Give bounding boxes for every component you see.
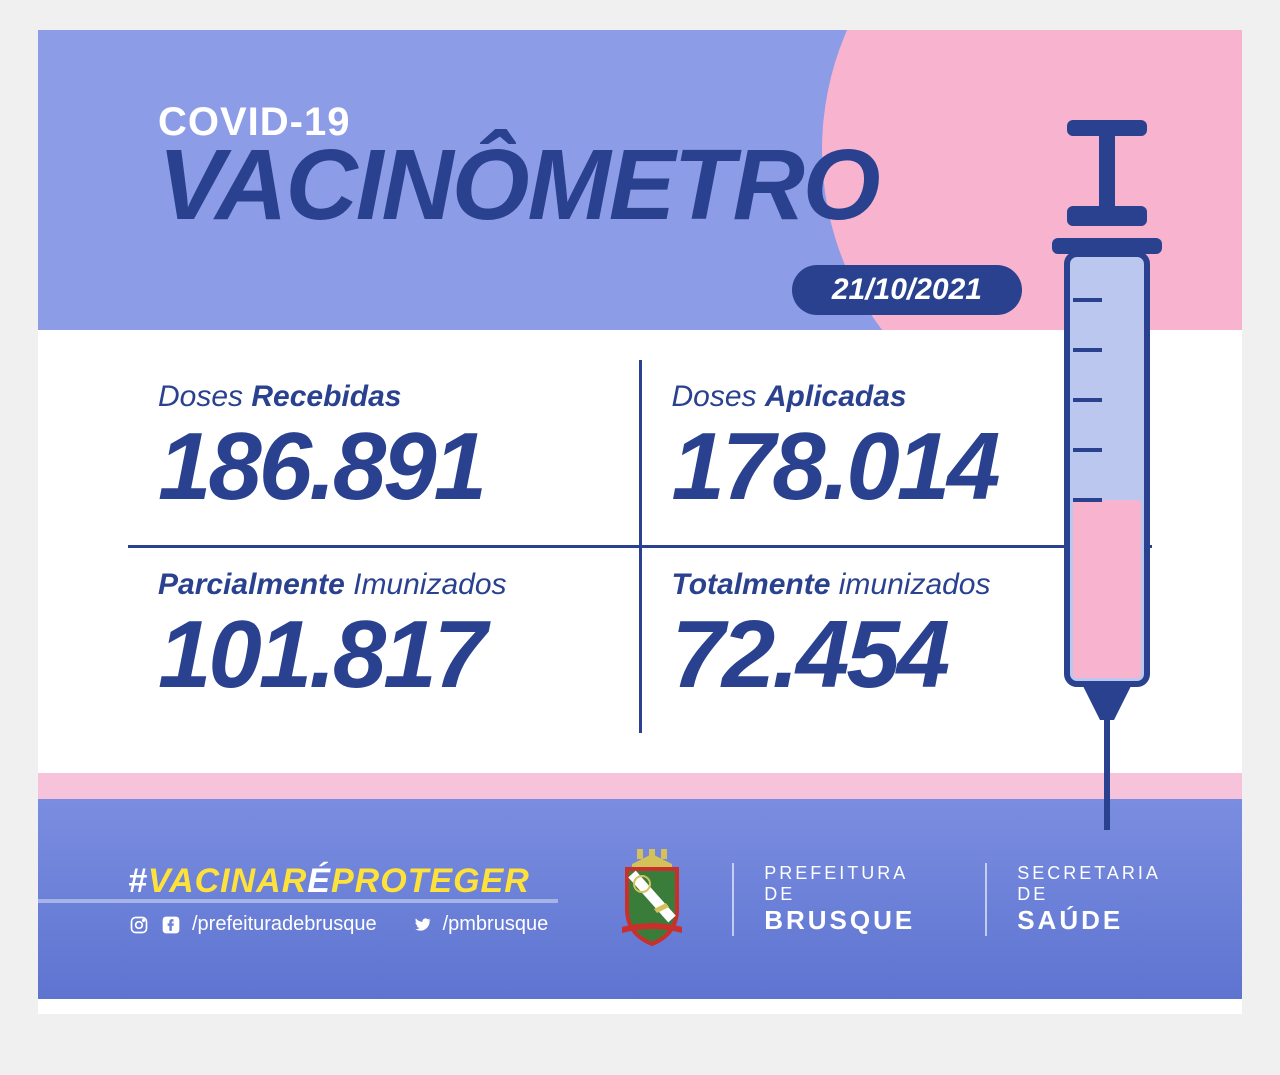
org-subtitle: SECRETARIA DE <box>1017 863 1160 905</box>
decorative-line <box>38 899 558 903</box>
stat-partially-immunized: Parcialmente Imunizados 101.817 <box>128 548 639 733</box>
handle-1: /prefeituradebrusque <box>192 913 377 936</box>
stat-value: 186.891 <box>158 419 619 515</box>
stat-value: 101.817 <box>158 607 619 703</box>
date-pill: 21/10/2021 <box>792 265 1022 315</box>
handle-2: /pmbrusque <box>443 913 549 936</box>
org-subtitle: PREFEITURA DE <box>764 863 915 905</box>
crest-icon <box>612 849 692 949</box>
stat-label: Parcialmente Imunizados <box>158 568 619 602</box>
instagram-icon <box>128 914 150 936</box>
syringe-icon <box>1032 120 1182 845</box>
facebook-icon <box>160 914 182 936</box>
stats-row-1: Doses Recebidas 186.891 Doses Aplicadas … <box>128 360 1152 545</box>
infographic-card: COVID-19 VACINÔMETRO 21/10/2021 <box>38 30 1242 1014</box>
stat-doses-received: Doses Recebidas 186.891 <box>128 360 639 545</box>
org-title: SAÚDE <box>1017 905 1160 936</box>
org-secretaria: SECRETARIA DE SAÚDE <box>985 863 1190 936</box>
org-title: BRUSQUE <box>764 905 915 936</box>
title: VACINÔMETRO <box>158 140 879 230</box>
hashtag: #VACINARÉPROTEGER <box>128 862 572 901</box>
stat-label: Doses Recebidas <box>158 380 619 414</box>
header: COVID-19 VACINÔMETRO 21/10/2021 <box>38 30 1242 330</box>
header-titles: COVID-19 VACINÔMETRO <box>158 100 879 230</box>
org-prefeitura: PREFEITURA DE BRUSQUE <box>732 863 945 936</box>
social-handles: /prefeituradebrusque /pmbrusque <box>128 913 572 936</box>
twitter-icon <box>411 914 433 936</box>
city-crest <box>612 849 692 949</box>
stats-row-2: Parcialmente Imunizados 101.817 Totalmen… <box>128 545 1152 733</box>
